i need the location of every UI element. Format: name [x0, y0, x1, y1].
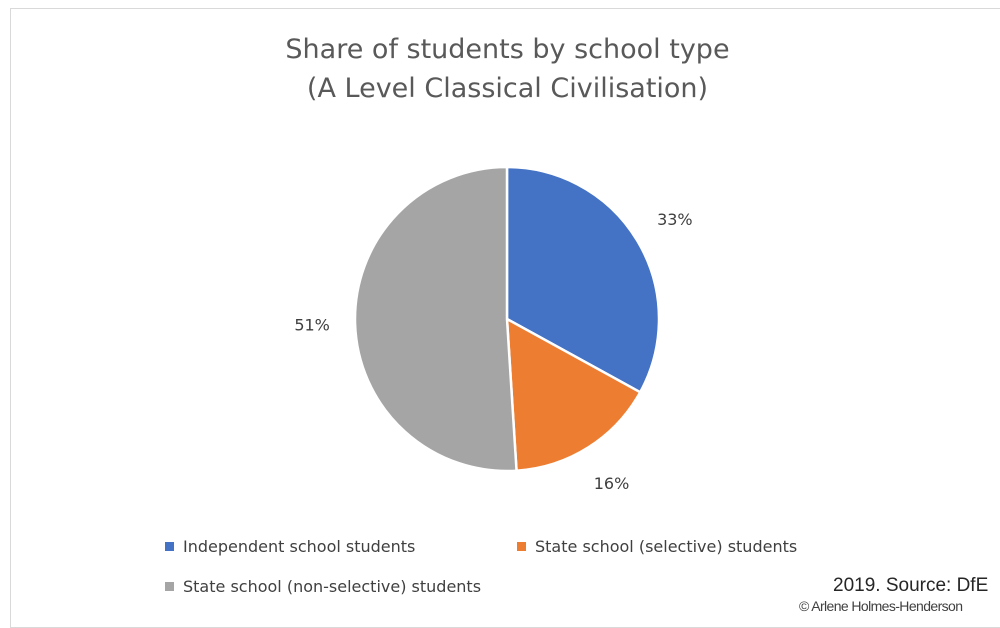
copyright-note: © Arlene Holmes-Henderson: [799, 598, 963, 614]
legend-label-independent: Independent school students: [183, 537, 416, 556]
legend-label-selective: State school (selective) students: [535, 537, 798, 556]
legend-swatch-non-selective: [165, 582, 174, 591]
legend-label-non-selective: State school (non-selective) students: [183, 577, 482, 596]
pie-slice-selective: [505, 316, 642, 473]
legend-item-selective: State school (selective) students: [517, 537, 797, 556]
pie-slice-independent: [505, 165, 661, 394]
source-note: 2019. Source: DfE: [833, 575, 989, 596]
chart-title-line-2: (A Level Classical Civilisation): [306, 73, 709, 104]
data-label-non-selective: 51%: [294, 316, 330, 335]
legend-swatch-selective: [517, 542, 526, 551]
pie-slice-non-selective: [353, 165, 518, 473]
legend-swatch-independent: [165, 542, 174, 551]
chart-title-line-1: Share of students by school type: [285, 34, 730, 65]
data-label-independent: 33%: [657, 210, 693, 229]
legend-item-non-selective: State school (non-selective) students: [165, 577, 481, 596]
legend-item-independent: Independent school students: [165, 537, 415, 556]
data-label-selective: 16%: [594, 474, 630, 493]
